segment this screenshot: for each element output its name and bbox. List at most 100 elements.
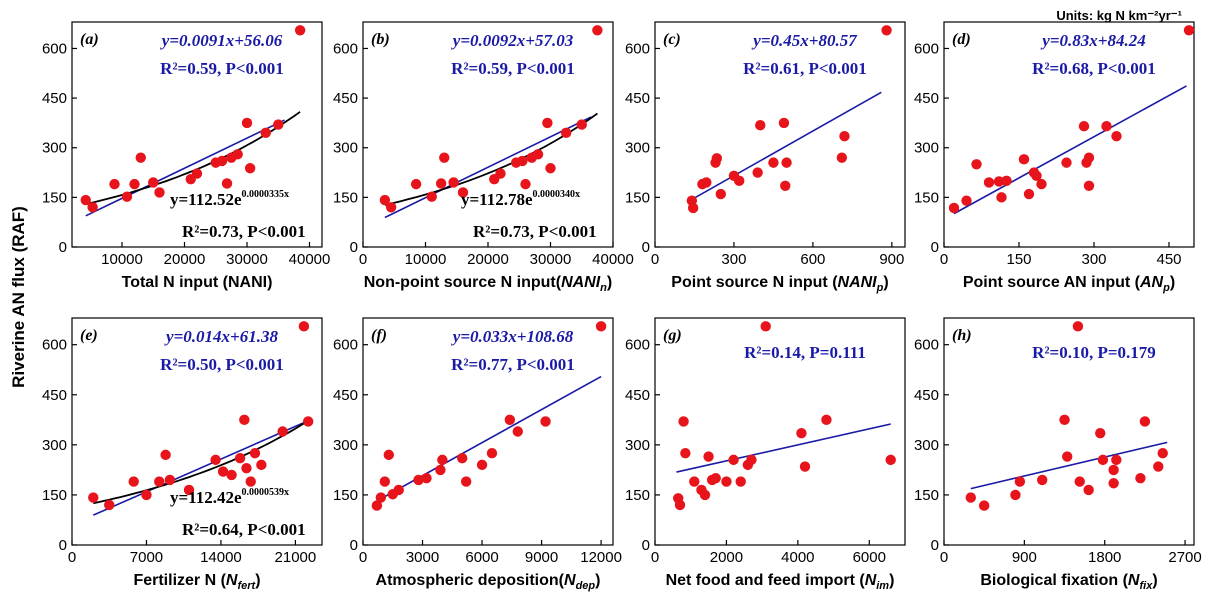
- y-tick-label: 600: [333, 40, 358, 57]
- data-point: [426, 191, 437, 202]
- linear-equation: y=0.033x+108.68: [451, 327, 574, 346]
- data-point: [595, 321, 607, 332]
- data-point: [191, 168, 203, 179]
- data-point: [232, 149, 243, 160]
- data-point: [996, 192, 1007, 203]
- x-tick-label: 3000: [406, 549, 439, 566]
- data-point: [183, 484, 195, 496]
- data-point: [965, 492, 976, 503]
- data-point: [435, 464, 446, 476]
- y-tick-label: 450: [914, 90, 939, 107]
- panel-d: 0 150 300 450 600 0 150 300 450 Point source AN i…: [914, 21, 1195, 294]
- data-point: [1059, 414, 1070, 426]
- data-point: [752, 167, 763, 178]
- linear-equation: y=0.83x+84.24: [1040, 31, 1145, 50]
- data-point: [799, 461, 811, 472]
- data-point: [1018, 154, 1030, 165]
- data-point: [592, 25, 603, 36]
- data-point: [1097, 454, 1109, 466]
- data-point: [1108, 464, 1119, 476]
- linear-r2: R²=0.68, P<0.001: [1032, 59, 1156, 78]
- x-tick-label: 0: [68, 549, 76, 566]
- linear-fit-line: [85, 119, 285, 217]
- data-point: [983, 177, 995, 188]
- exp-fit-curve: [384, 112, 598, 206]
- data-point: [1010, 489, 1021, 501]
- x-tick-label: 900: [879, 251, 904, 268]
- data-point: [1139, 416, 1151, 427]
- plot-frame: [71, 317, 323, 546]
- data-point: [141, 489, 152, 501]
- exp-equation: y=112.52e0.0000335x: [170, 189, 289, 209]
- data-point: [560, 127, 572, 139]
- data-point: [836, 152, 848, 163]
- data-point: [216, 155, 228, 167]
- data-point: [1074, 476, 1085, 487]
- plot-frame: [362, 21, 614, 248]
- x-axis-label: Non-point source N input(NANIn): [364, 274, 612, 294]
- x-tick-label: 20000: [467, 251, 509, 268]
- linear-r2: R²=0.77, P<0.001: [451, 355, 575, 374]
- data-point: [129, 178, 140, 190]
- data-point: [383, 449, 394, 461]
- linear-r2: R²=0.61, P<0.001: [743, 59, 867, 78]
- x-tick-label: 300: [1081, 251, 1106, 268]
- x-tick-label: 300: [721, 251, 746, 268]
- data-point: [1031, 170, 1042, 182]
- y-tick-label: 150: [914, 487, 939, 504]
- data-point: [154, 476, 165, 487]
- data-point: [821, 414, 832, 426]
- data-point: [1111, 454, 1122, 466]
- data-point: [277, 426, 288, 437]
- data-point: [1083, 152, 1095, 163]
- y-tick-label: 600: [625, 337, 650, 354]
- data-point: [961, 195, 972, 206]
- y-tick-label: 0: [931, 239, 939, 256]
- data-point: [486, 447, 498, 459]
- data-point: [393, 484, 404, 496]
- data-point: [210, 454, 221, 466]
- data-point: [1036, 178, 1047, 190]
- data-point: [721, 476, 732, 487]
- x-tick-label: 2700: [1168, 549, 1201, 566]
- linear-equation: y=0.0091x+56.06: [160, 31, 283, 50]
- data-point: [104, 499, 115, 511]
- x-tick-label: 1800: [1088, 549, 1121, 566]
- data-point: [1111, 130, 1122, 142]
- exp-r2: R²=0.64, P<0.001: [182, 520, 306, 539]
- data-point: [448, 177, 459, 188]
- y-tick-label: 450: [42, 387, 67, 404]
- data-point: [88, 492, 99, 503]
- y-tick-label: 150: [625, 487, 650, 504]
- data-point: [781, 157, 792, 168]
- panel-letter: (g): [663, 327, 682, 344]
- data-point: [128, 476, 139, 487]
- x-axis-label: Point source AN input (ANp): [963, 274, 1175, 294]
- data-point: [711, 153, 723, 164]
- data-point: [1078, 121, 1090, 132]
- data-point: [437, 454, 448, 466]
- y-tick-label: 150: [42, 487, 67, 504]
- data-point: [687, 202, 699, 214]
- data-point: [121, 191, 133, 202]
- data-point: [1157, 447, 1168, 459]
- linear-fit-line: [970, 441, 1168, 490]
- data-point: [241, 463, 252, 474]
- y-tick-label: 600: [914, 40, 939, 57]
- data-point: [80, 194, 91, 206]
- panel-letter: (b): [371, 31, 390, 48]
- data-point: [302, 416, 314, 427]
- data-point: [221, 178, 233, 189]
- data-point: [241, 117, 253, 129]
- linear-fit-line: [676, 423, 891, 473]
- linear-r2: R²=0.50, P<0.001: [160, 355, 284, 374]
- x-axis-label: Total N input (NANI): [122, 274, 273, 291]
- y-tick-label: 450: [333, 387, 358, 404]
- panel-letter: (f): [371, 327, 387, 344]
- data-point: [978, 500, 990, 511]
- x-tick-label: 2000: [710, 549, 743, 566]
- data-point: [164, 474, 176, 486]
- y-tick-label: 300: [625, 437, 650, 454]
- plot-frame: [654, 317, 906, 546]
